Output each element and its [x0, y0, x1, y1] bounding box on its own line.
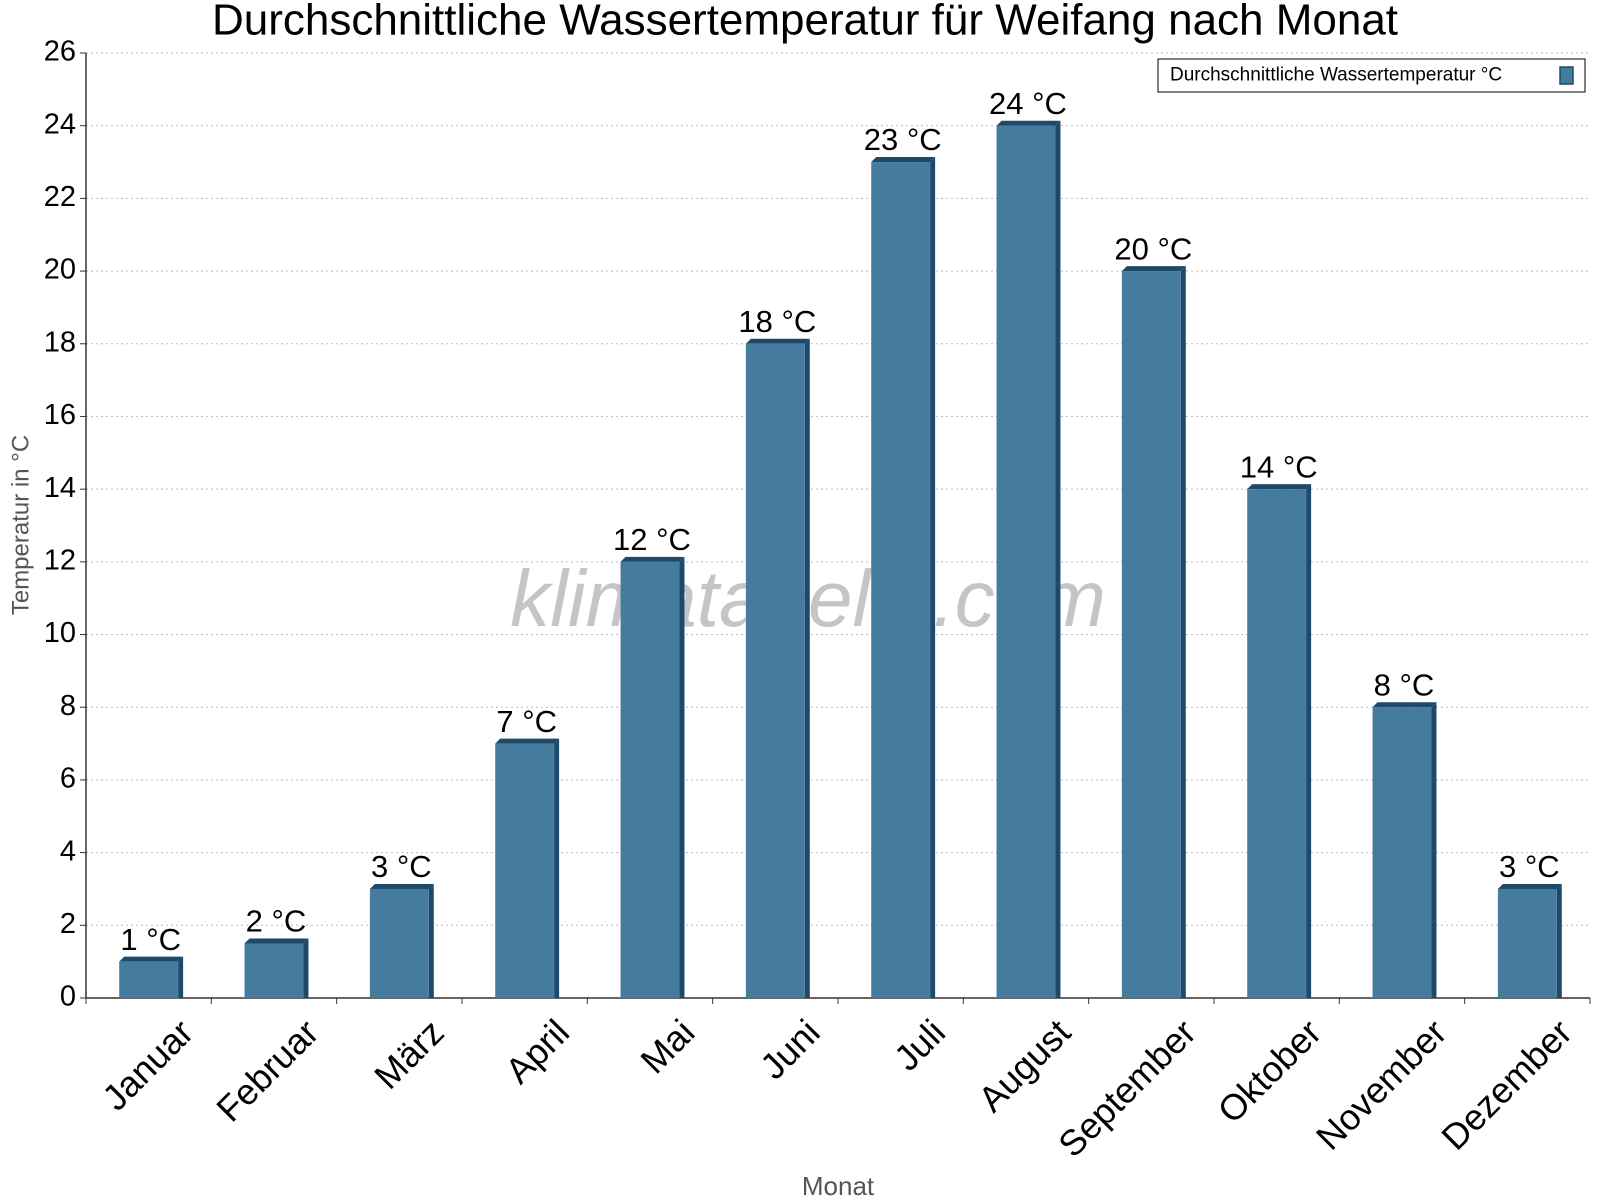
x-axis-title: Monat — [802, 1171, 875, 1200]
bar — [495, 743, 555, 998]
x-tick-label: September — [1050, 1011, 1204, 1165]
y-axis-title: Temperatur in °C — [7, 435, 34, 615]
bar — [871, 162, 931, 999]
bar — [745, 343, 805, 998]
data-label: 3 °C — [1499, 849, 1560, 884]
y-tick-label: 8 — [60, 690, 76, 722]
bar-side — [1556, 883, 1562, 998]
y-tick-label: 4 — [60, 835, 76, 867]
bar-side — [930, 157, 936, 999]
bar-side — [1431, 702, 1437, 998]
x-tick-label: Dezember — [1433, 1011, 1579, 1157]
x-tick-label: Mai — [632, 1011, 702, 1081]
legend-label: Durchschnittliche Wassertemperatur °C — [1170, 65, 1502, 86]
x-tick-label: November — [1308, 1011, 1454, 1157]
bar — [119, 961, 179, 998]
bar-top — [244, 938, 309, 944]
bar-top — [996, 120, 1061, 126]
data-label: 7 °C — [496, 704, 557, 739]
bar-side — [1055, 120, 1061, 998]
bar-top — [620, 556, 685, 562]
x-tick-label: Januar — [94, 1011, 201, 1118]
bar-side — [1180, 266, 1186, 999]
bar-top — [1247, 484, 1312, 490]
bar-top — [1372, 702, 1437, 708]
data-label: 20 °C — [1114, 231, 1192, 266]
bar — [1247, 489, 1307, 998]
bar-side — [428, 883, 434, 998]
bar-side — [178, 956, 184, 998]
bar-side — [554, 738, 560, 998]
x-tick-label: März — [366, 1011, 452, 1097]
bar-top — [745, 338, 810, 344]
y-tick-label: 0 — [60, 981, 76, 1013]
bar-side — [679, 556, 685, 998]
bar — [1121, 271, 1181, 999]
bar-top — [1121, 266, 1186, 272]
bar-side — [303, 938, 309, 998]
bar — [996, 125, 1056, 998]
y-tick-label: 6 — [60, 763, 76, 795]
bar-side — [1306, 484, 1312, 999]
data-label: 1 °C — [120, 922, 181, 957]
bar — [1497, 888, 1557, 998]
y-tick-label: 2 — [60, 908, 76, 940]
data-label: 23 °C — [864, 122, 942, 157]
bar-side — [804, 338, 810, 998]
y-tick-label: 16 — [44, 399, 76, 431]
x-tick-label: Februar — [208, 1011, 326, 1129]
x-tick-label: Juni — [752, 1011, 828, 1087]
bar — [620, 561, 680, 998]
x-tick-label: Oktober — [1210, 1011, 1330, 1131]
y-tick-label: 12 — [44, 545, 76, 577]
data-label: 12 °C — [613, 522, 691, 557]
y-tick-label: 10 — [44, 617, 76, 649]
legend-box — [1157, 58, 1586, 93]
x-tick-label: April — [497, 1011, 577, 1091]
y-tick-label: 24 — [44, 108, 76, 140]
bar-top — [119, 956, 184, 962]
y-tick-label: 22 — [44, 181, 76, 213]
y-tick-label: 14 — [44, 472, 76, 504]
bar — [1372, 707, 1432, 998]
x-tick-label: August — [970, 1011, 1078, 1119]
x-tick-label: Juli — [886, 1011, 953, 1078]
bar — [244, 943, 304, 998]
bar-top — [871, 157, 936, 163]
bar-top — [495, 738, 560, 744]
data-label: 18 °C — [738, 304, 816, 339]
data-label: 2 °C — [246, 904, 307, 939]
y-tick-label: 26 — [44, 36, 76, 68]
bar — [369, 888, 429, 998]
data-label: 3 °C — [371, 849, 432, 884]
y-tick-label: 18 — [44, 326, 76, 358]
data-label: 8 °C — [1374, 667, 1435, 702]
y-tick-label: 20 — [44, 254, 76, 286]
legend-swatch — [1559, 66, 1574, 85]
bar-top — [369, 883, 434, 889]
chart-title: Durchschnittliche Wassertemperatur für W… — [212, 0, 1398, 45]
data-label: 24 °C — [989, 86, 1067, 121]
bar-top — [1497, 883, 1562, 889]
data-label: 14 °C — [1240, 449, 1318, 484]
